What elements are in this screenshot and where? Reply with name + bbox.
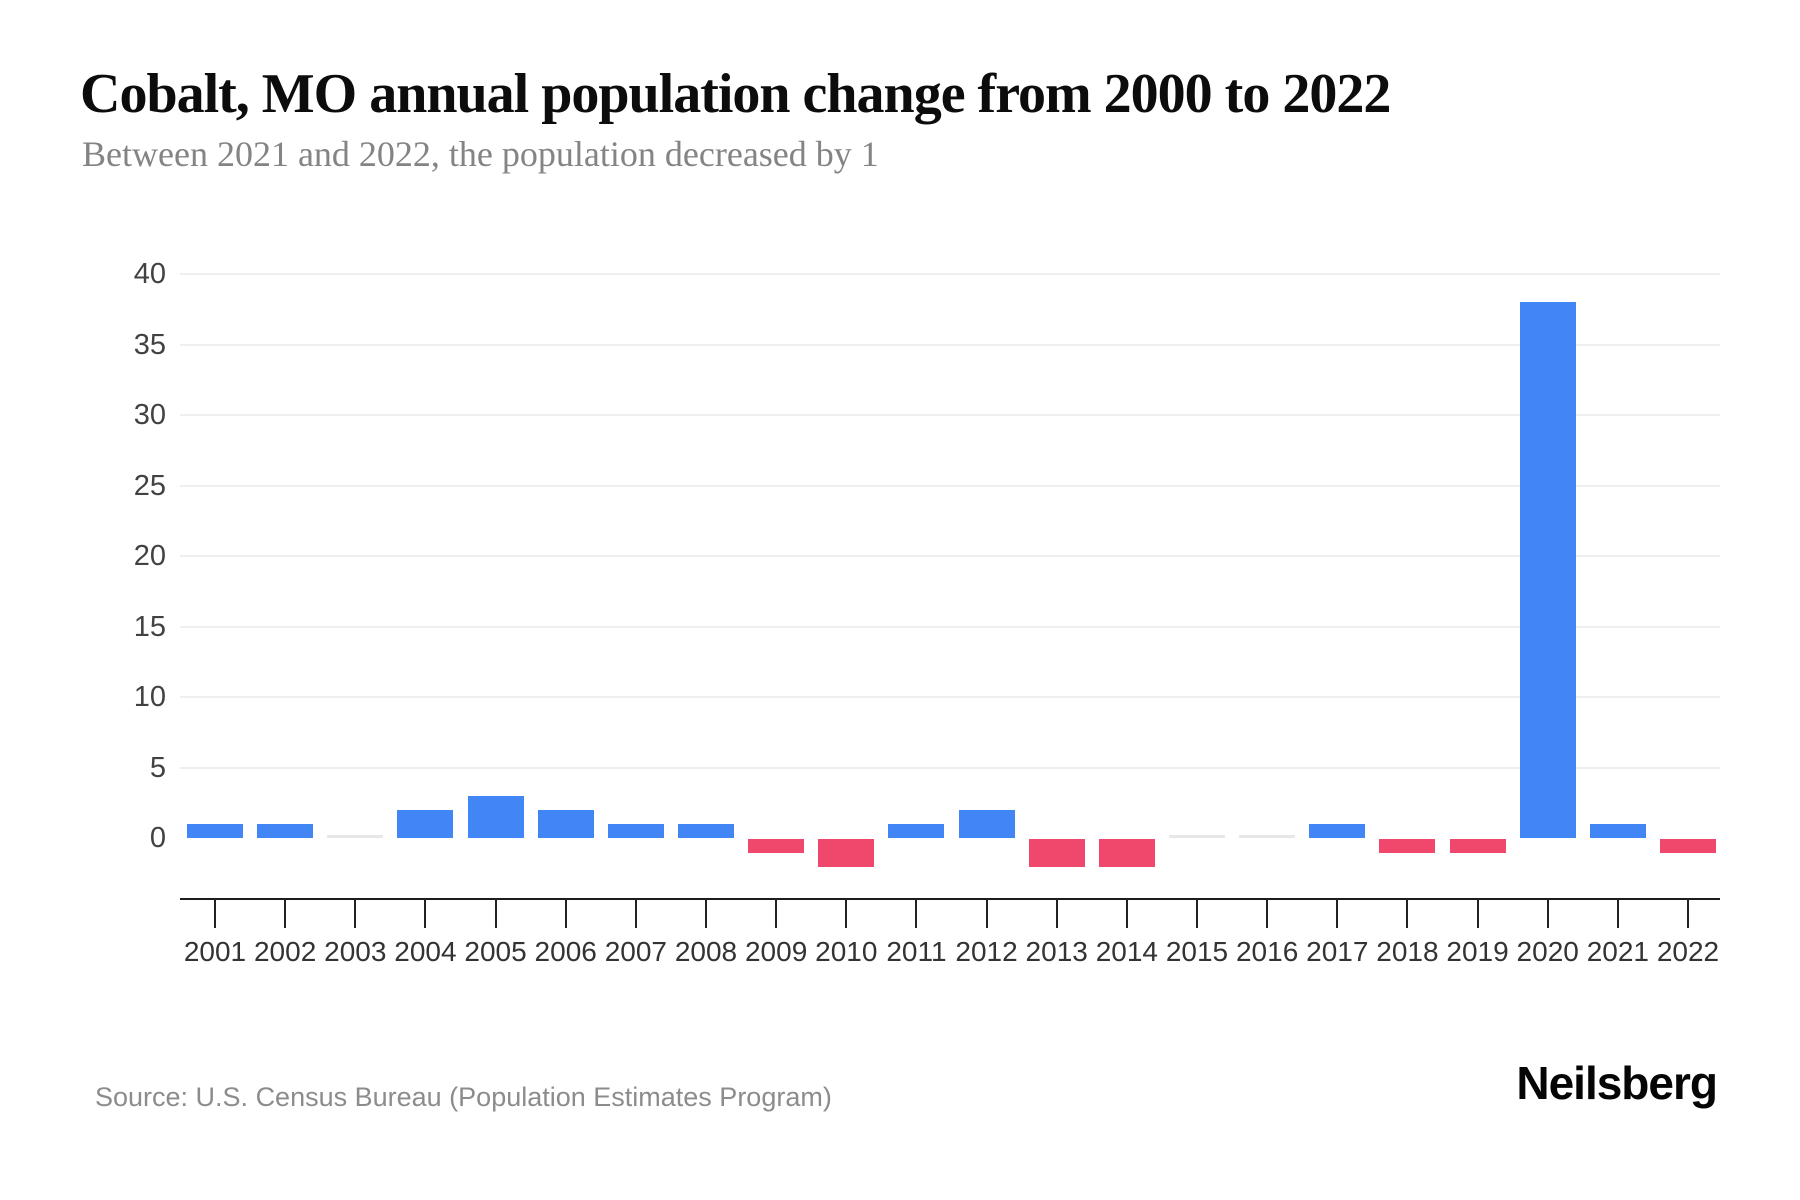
x-axis-label: 2021 xyxy=(1586,936,1649,967)
x-axis-label: 2005 xyxy=(464,936,527,967)
x-axis-label: 2008 xyxy=(674,936,738,967)
y-axis-label: 30 xyxy=(133,399,166,431)
x-tick xyxy=(985,898,988,928)
x-axis-label: 2006 xyxy=(534,936,597,967)
x-axis-label: 2014 xyxy=(1095,936,1158,967)
bar-2019[interactable] xyxy=(1449,839,1506,854)
x-tick xyxy=(284,898,287,928)
x-tick xyxy=(1546,898,1549,928)
y-gridline xyxy=(180,273,1720,275)
x-tick xyxy=(424,898,427,928)
y-axis-label: 10 xyxy=(133,681,166,713)
y-axis-label: 40 xyxy=(133,258,166,290)
x-tick xyxy=(1196,898,1198,928)
chart-subtitle: Between 2021 and 2022, the population de… xyxy=(82,134,879,174)
x-tick xyxy=(1336,898,1339,928)
x-axis-label: 2022 xyxy=(1656,936,1720,967)
x-axis-label: 2013 xyxy=(1025,936,1088,967)
bar-2018[interactable] xyxy=(1379,839,1436,854)
x-tick xyxy=(1406,898,1409,928)
y-axis-label: 20 xyxy=(133,540,166,572)
y-gridline xyxy=(180,555,1720,557)
y-gridline xyxy=(180,343,1720,346)
bar-2009[interactable] xyxy=(748,839,805,854)
x-tick xyxy=(354,898,357,928)
x-axis-label: 2020 xyxy=(1516,936,1579,967)
x-tick xyxy=(705,898,707,928)
x-tick xyxy=(775,898,778,928)
x-axis-label: 2007 xyxy=(604,936,667,967)
bar-2021[interactable] xyxy=(1589,823,1646,838)
x-axis-label: 2003 xyxy=(324,936,387,967)
x-tick xyxy=(1687,898,1689,928)
bar-2012[interactable] xyxy=(958,809,1015,838)
bar-2001[interactable] xyxy=(187,823,243,838)
y-axis-label: 15 xyxy=(133,610,166,643)
x-tick xyxy=(1266,898,1269,928)
x-axis-label: 2016 xyxy=(1235,936,1299,967)
x-tick xyxy=(214,898,216,928)
bar-2003[interactable] xyxy=(327,835,384,838)
bar-2008[interactable] xyxy=(678,823,734,838)
x-axis-label: 2010 xyxy=(815,936,878,967)
bar-2020[interactable] xyxy=(1519,302,1576,838)
bar-2015[interactable] xyxy=(1169,835,1225,838)
y-gridline xyxy=(180,766,1720,769)
bar-2014[interactable] xyxy=(1098,839,1155,868)
x-axis-label: 2019 xyxy=(1446,936,1509,967)
chart-title: Cobalt, MO annual population change from… xyxy=(80,63,1391,125)
x-axis-label: 2012 xyxy=(955,936,1018,967)
bar-2022[interactable] xyxy=(1660,839,1716,854)
bar-2007[interactable] xyxy=(607,823,664,838)
bar-2006[interactable] xyxy=(537,809,594,838)
x-axis-label: 2002 xyxy=(253,936,317,967)
bar-2005[interactable] xyxy=(467,795,524,838)
y-gridline xyxy=(180,484,1720,487)
y-gridline xyxy=(180,696,1720,698)
y-gridline xyxy=(180,625,1720,628)
x-tick xyxy=(1125,898,1128,928)
x-axis-label: 2004 xyxy=(394,936,457,967)
x-tick xyxy=(915,898,918,928)
x-axis-label: 2009 xyxy=(744,936,808,967)
x-axis-label: 2001 xyxy=(183,936,247,967)
x-axis-label: 2017 xyxy=(1306,936,1369,967)
x-tick xyxy=(1055,898,1058,928)
y-gridline xyxy=(180,414,1720,416)
x-tick xyxy=(845,898,848,928)
x-axis-line xyxy=(180,898,1720,900)
y-axis-label: 35 xyxy=(133,328,166,361)
bar-2010[interactable] xyxy=(818,839,875,868)
bar-2016[interactable] xyxy=(1239,835,1296,838)
bar-2004[interactable] xyxy=(397,809,454,838)
bar-2011[interactable] xyxy=(888,823,945,838)
x-tick xyxy=(1616,898,1619,928)
x-tick xyxy=(634,898,637,928)
bar-2002[interactable] xyxy=(257,823,314,838)
y-axis-label: 5 xyxy=(149,751,166,784)
x-tick xyxy=(1476,898,1479,928)
x-tick xyxy=(564,898,567,928)
x-tick xyxy=(494,898,497,928)
x-axis-label: 2011 xyxy=(886,936,947,967)
y-axis-label: 0 xyxy=(149,822,166,854)
neilsberg-logo: Neilsberg xyxy=(1516,1057,1718,1109)
source-note: Source: U.S. Census Bureau (Population E… xyxy=(95,1082,832,1112)
bar-2017[interactable] xyxy=(1309,823,1366,838)
y-axis-label: 25 xyxy=(133,469,166,502)
x-axis-label: 2015 xyxy=(1165,936,1229,967)
x-axis-label: 2018 xyxy=(1376,936,1439,967)
bar-2013[interactable] xyxy=(1028,839,1085,868)
